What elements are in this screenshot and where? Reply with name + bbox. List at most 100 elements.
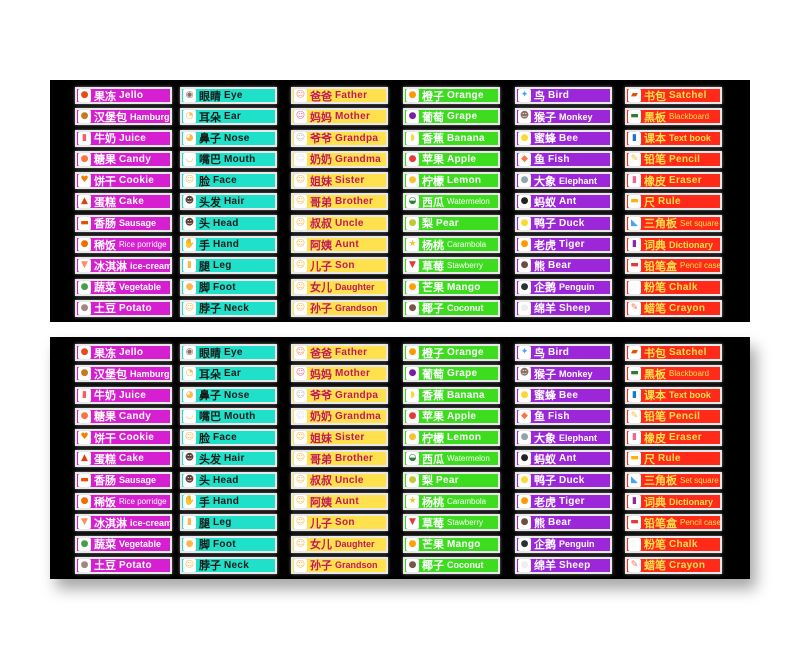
word-card: ☻ 猴子 Monkey [515,365,612,383]
ear-icon: ◔ [183,110,196,124]
word-chinese: 爸爸 [310,346,332,360]
word-english: Lemon [447,175,482,187]
ruler-icon: ▬ [628,195,641,209]
word-column: ☺ 爸爸 Father ☺ 妈妈 Mother ☺ 爷爷 Grandpa ☺ 奶奶 Grandma ☺ 姐… [291,87,388,321]
word-english: Candy [119,153,152,165]
leg-icon: ▮ [183,259,196,273]
bear-icon: ● [518,516,531,530]
word-column: ▰ 书包 Satchel ▬ 黑板 Blackboard ▮ 课本 Text book ✎ 铅笔 Pe… [625,344,722,578]
word-english: Grape [447,111,478,123]
daughter-icon: ☺ [294,537,307,551]
word-card: ☺ 爷爷 Grandpa [291,129,388,147]
word-card: ◉ 眼睛 Eye [180,344,277,361]
uncle-icon: ☺ [294,216,307,230]
word-card: ♥ 饼干 Cookie [75,172,172,190]
word-chinese: 香肠 [94,474,116,488]
word-chinese: 橡皮 [644,431,666,445]
word-card: ● 柠檬 Lemon [403,429,500,447]
word-card: ◒ 西瓜 Watermelon [403,450,500,468]
word-english: Foot [213,538,236,550]
word-card: ✦ 鸟 Bird [515,87,612,104]
word-chinese: 姐妹 [310,174,332,188]
candy-icon: ● [78,152,91,166]
word-english: Father [335,90,368,101]
word-chinese: 牛奶 [94,389,116,403]
word-card: ☺ 叔叔 Uncle [291,214,388,232]
word-chinese: 孙子 [310,302,332,316]
word-english: Watermelon [447,454,490,464]
word-chinese: 蔬菜 [94,538,116,552]
chalk-icon: ▮ [628,280,641,294]
sheep-icon: ● [518,301,531,315]
word-english: Dictionary [669,496,714,507]
word-card: ● 熊 Bear [515,257,612,275]
word-english: Father [335,347,368,358]
fish-icon: ◆ [518,152,531,166]
word-chinese: 女儿 [310,281,332,295]
word-card: ☺ 脸 Face [180,172,277,190]
word-chinese: 脚 [199,538,210,552]
word-chinese: 三角板 [644,474,677,488]
pencil-case-icon: ▬ [628,259,641,273]
word-card: ☺ 女儿 Daughter [291,535,388,553]
word-english: Sausage [119,218,157,229]
word-english: Pear [436,217,459,229]
word-english: Brother [335,453,374,465]
bear-icon: ● [518,259,531,273]
ant-icon: ● [518,452,531,466]
word-english: Elephant [559,175,598,186]
foot-icon: ● [183,280,196,294]
head-icon: ☻ [183,473,196,487]
word-english: Rule [658,453,681,465]
word-chinese: 柠檬 [422,431,444,445]
orange-icon: ● [406,346,419,359]
word-card: ▼ 草莓 Stawberry [403,257,500,275]
word-english: Blackboard [669,369,710,379]
word-english: Apple [447,410,477,422]
word-english: Mango [447,281,481,293]
word-chinese: 铅笔 [644,410,666,424]
word-english: Cookie [119,432,155,444]
word-chinese: 头 [199,217,210,231]
aunt-icon: ☺ [294,495,307,509]
word-chinese: 叔叔 [310,474,332,488]
word-chinese: 耳朵 [199,367,221,381]
word-card: ✦ 鸟 Bird [515,344,612,361]
orange-icon: ● [406,89,419,102]
word-english: Crayon [669,559,706,571]
hair-icon: ☻ [183,195,196,209]
word-card: ☻ 头发 Hair [180,193,277,211]
word-card: ◕ 鼻子 Nose [180,386,277,404]
word-card: ▰ 书包 Satchel [625,87,722,104]
word-english: Ear [224,368,242,380]
word-chinese: 阿姨 [310,238,332,252]
word-chinese: 奶奶 [310,410,332,424]
word-english: Ear [224,111,242,123]
word-card: ▼ 草莓 Stawberry [403,514,500,532]
word-chinese: 脚 [199,281,210,295]
word-card: ☺ 奶奶 Grandma [291,150,388,168]
word-chinese: 牛奶 [94,132,116,146]
word-card: ▬ 香肠 Sausage [75,214,172,232]
word-english: Duck [559,474,585,486]
word-english: Sausage [119,475,157,486]
word-chinese: 黑板 [644,367,666,381]
word-column: ✦ 鸟 Bird ☻ 猴子 Monkey ● 蜜蜂 Bee ◆ 鱼 Fish ● 大象 Elephant ● 蚂… [515,87,612,321]
word-card: ● 葡萄 Grape [403,108,500,126]
word-chinese: 冰淇淋 [94,516,127,530]
mouth-icon: ◡ [183,152,196,166]
word-english: Mother [335,368,371,380]
chalk-icon: ▮ [628,537,641,551]
mother-icon: ☺ [294,110,307,124]
word-card: ● 蔬菜 Vegetable [75,278,172,296]
word-chinese: 绵羊 [534,302,556,316]
word-chinese: 熊 [534,259,545,273]
word-english: Leg [213,260,232,272]
strawberry-icon: ▼ [406,259,419,273]
word-english: Pencil [669,410,701,422]
word-english: Nose [224,389,250,401]
word-card: ▼ 冰淇淋 ice-cream [75,514,172,532]
word-card: ● 土豆 Potato [75,299,172,317]
word-card: ● 脚 Foot [180,278,277,296]
word-chinese: 蜜蜂 [534,132,556,146]
